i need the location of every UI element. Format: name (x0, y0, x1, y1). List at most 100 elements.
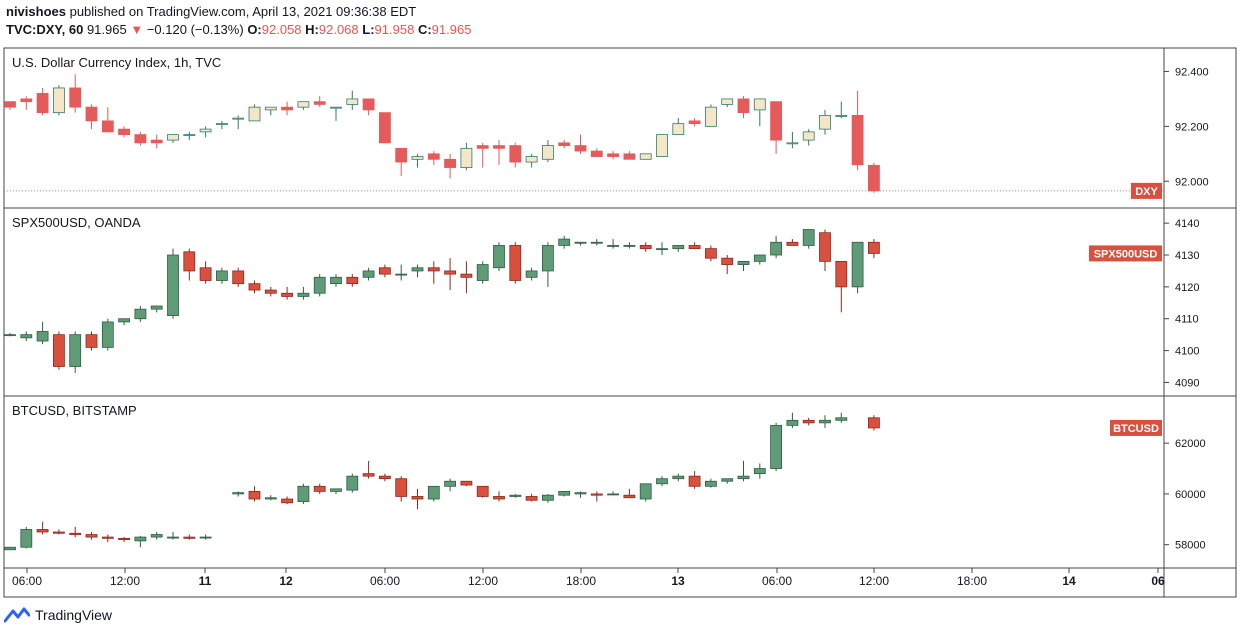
candle-body (264, 106, 277, 111)
candle-body (378, 475, 391, 480)
candle-body (868, 417, 880, 429)
candle-body (346, 475, 359, 491)
candle-body (737, 260, 750, 265)
candle-body (150, 534, 163, 538)
candle-body (493, 496, 505, 500)
candle-body (330, 276, 342, 285)
price-label-box (1131, 182, 1162, 199)
candle-body (297, 292, 310, 297)
candle-body (721, 257, 734, 265)
candle-body (118, 537, 130, 541)
candle-body (868, 164, 880, 192)
author-name[interactable]: nivishoes (6, 4, 66, 19)
candle-body (639, 245, 652, 250)
candle-body (851, 241, 864, 288)
candle-body (232, 492, 245, 495)
candle-body (525, 496, 538, 501)
candle-body (574, 145, 587, 152)
candle-body (819, 232, 831, 262)
y-tick-label: 92.000 (1175, 176, 1209, 188)
tradingview-brand[interactable]: TradingView (4, 607, 112, 623)
brand-name: TradingView (35, 607, 113, 623)
candle-body (330, 488, 342, 492)
candle-body (753, 468, 766, 475)
candle-body (53, 531, 65, 534)
candle-body (85, 334, 98, 348)
candle-body (476, 485, 489, 497)
candle-body (199, 128, 212, 133)
candle-body (378, 267, 391, 275)
candle-body (542, 145, 554, 160)
candle-body (558, 142, 571, 146)
candle-body (705, 480, 717, 487)
candle-body (737, 475, 750, 480)
candle-body (134, 536, 147, 542)
y-tick-label: 4090 (1175, 377, 1199, 389)
candle-body (786, 142, 799, 145)
candle-body (167, 536, 179, 539)
candle-body (167, 134, 179, 141)
candle-body (623, 245, 636, 247)
candle-body (215, 123, 228, 126)
candle-body (427, 153, 440, 160)
candle-body (590, 241, 603, 244)
x-tick-label: 12:00 (859, 574, 889, 588)
candle-body (542, 245, 554, 272)
candle-body (167, 254, 179, 316)
candle-body (558, 238, 571, 246)
chart-canvas[interactable]: U.S. Dollar Currency Index, 1h, TVC 92.40… (0, 0, 1240, 600)
candle-body (607, 153, 619, 157)
price-label-text: SPX500USD (1094, 248, 1158, 260)
y-tick-label: 62000 (1175, 438, 1206, 450)
candle-body (362, 473, 375, 477)
candle-body (802, 131, 815, 141)
high-value: 92.068 (318, 22, 359, 37)
candle-body (215, 270, 228, 281)
candle-body (688, 475, 701, 487)
candle-body (20, 334, 33, 339)
candle-body (4, 101, 16, 108)
candle-body (101, 536, 114, 539)
candle-body (476, 145, 489, 149)
x-tick-label: 06:00 (370, 574, 400, 588)
candle-body (705, 106, 717, 127)
candle-body (69, 334, 82, 367)
x-tick-label: 06 (1151, 574, 1165, 588)
candle-body (232, 117, 245, 120)
y-tick-label: 4130 (1175, 250, 1199, 262)
candle-body (411, 496, 424, 500)
candle-body (656, 248, 668, 251)
candle-body (362, 98, 375, 111)
x-tick-label: 12:00 (468, 574, 498, 588)
candle-body (264, 497, 277, 500)
y-tick-label: 4100 (1175, 346, 1199, 358)
candle-body (770, 424, 782, 469)
y-tick-label: 60000 (1175, 489, 1206, 501)
candle-body (36, 529, 49, 533)
candle-body (770, 241, 782, 256)
price-label-box (1089, 245, 1162, 262)
symbol-name: TVC:DXY, 60 (6, 22, 84, 37)
candle-body (607, 493, 619, 496)
candle-body (313, 485, 326, 492)
y-tick-label: 4120 (1175, 282, 1199, 294)
candle-body (378, 112, 391, 144)
candle-body (753, 254, 766, 262)
candle-body (509, 145, 522, 163)
candle-body (737, 98, 750, 114)
candle-body (183, 536, 196, 539)
candle-body (395, 147, 408, 163)
candle-body (721, 478, 734, 482)
candle-body (297, 485, 310, 502)
candle-body (264, 289, 277, 294)
candle-body (85, 106, 98, 122)
open-label: O: (247, 22, 262, 37)
high-label: H: (305, 22, 319, 37)
candle-body (574, 241, 587, 244)
candle-body (656, 478, 668, 485)
published-text: published on TradingView.com, April 13, … (69, 4, 417, 19)
candle-body (183, 251, 196, 272)
candle-body (281, 292, 294, 297)
candle-body (199, 267, 212, 281)
candle-body (868, 241, 880, 254)
